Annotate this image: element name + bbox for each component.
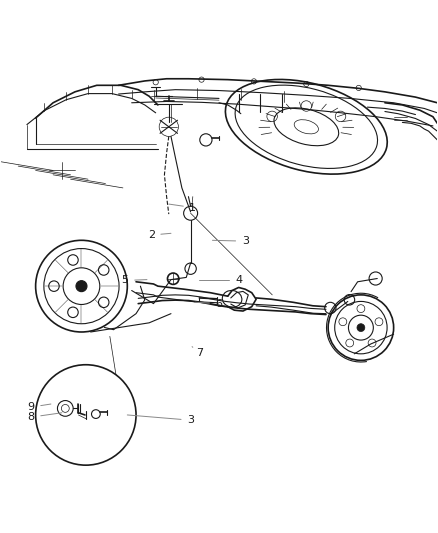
- Text: 3: 3: [242, 236, 249, 246]
- Text: 2: 2: [148, 230, 155, 240]
- Text: 4: 4: [235, 276, 242, 286]
- Circle shape: [76, 281, 87, 292]
- Circle shape: [357, 324, 365, 332]
- Text: 7: 7: [196, 348, 203, 358]
- Text: 1: 1: [189, 203, 196, 213]
- Text: 5: 5: [122, 276, 129, 286]
- Text: 9: 9: [28, 402, 35, 412]
- Text: 3: 3: [187, 415, 194, 425]
- Text: 8: 8: [28, 412, 35, 422]
- Text: 6: 6: [215, 298, 223, 309]
